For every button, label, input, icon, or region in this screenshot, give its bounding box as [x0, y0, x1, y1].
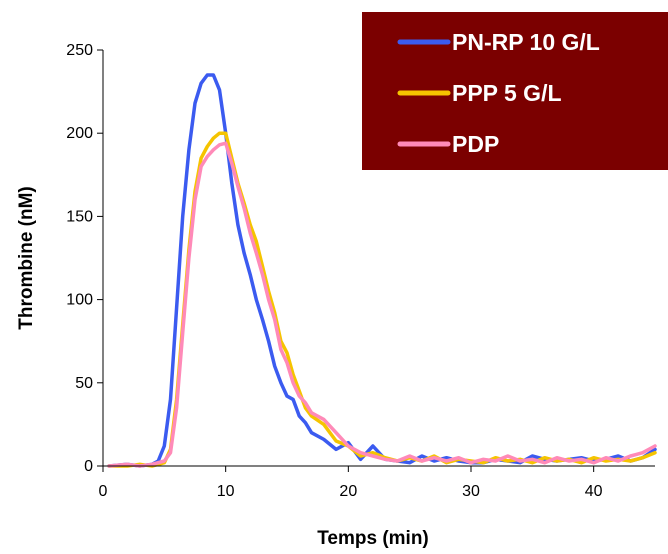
legend-label: PPP 5 G/L: [452, 80, 562, 106]
x-tick-label: 30: [462, 483, 480, 500]
y-tick-label: 100: [66, 292, 93, 309]
ticks: 0 50 100 150 200 250 0 10 20 30 40: [66, 42, 602, 500]
x-tick-label: 40: [585, 483, 603, 500]
y-tick-label: 150: [66, 208, 93, 225]
y-tick-label: 200: [66, 125, 93, 142]
legend-label: PDP: [452, 131, 499, 157]
series-line-2: [107, 131, 657, 468]
x-tick-label: 0: [99, 483, 108, 500]
x-tick-label: 10: [217, 483, 235, 500]
y-tick-label: 50: [75, 375, 93, 392]
series-line-3: [107, 141, 657, 468]
plot-lines: [107, 73, 657, 468]
y-tick-label: 250: [66, 42, 93, 59]
x-tick-label: 20: [339, 483, 357, 500]
axes: [102, 50, 655, 467]
x-axis-title: Temps (min): [317, 528, 429, 549]
y-tick-label: 0: [84, 458, 93, 475]
legend-label: PN-RP 10 G/L: [452, 29, 600, 55]
series-line-1: [107, 73, 657, 468]
legend: PN-RP 10 G/L PPP 5 G/L PDP: [362, 12, 668, 170]
y-axis-title: Thrombine (nM): [16, 186, 37, 330]
